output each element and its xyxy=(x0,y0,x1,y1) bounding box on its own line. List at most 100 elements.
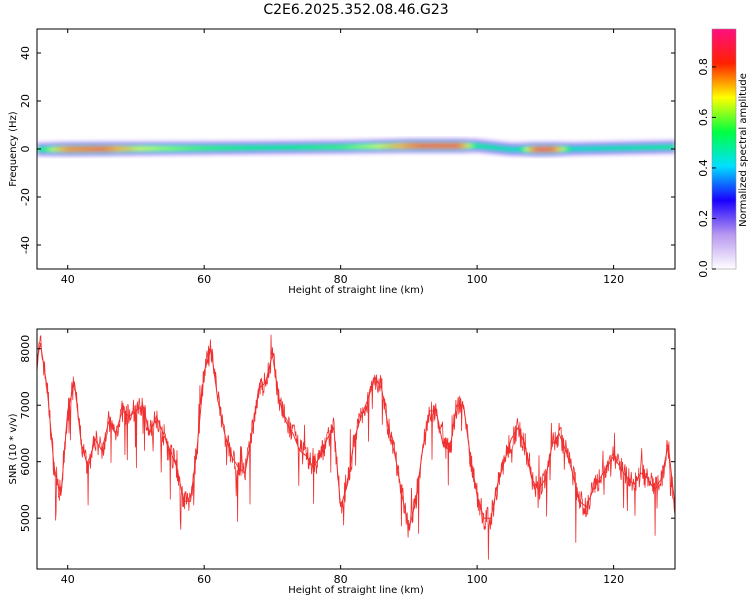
spectral-cell xyxy=(275,150,280,153)
spectral-cell xyxy=(501,149,505,151)
spectral-cell xyxy=(163,150,168,153)
spectral-cell xyxy=(569,149,574,152)
spectral-cell xyxy=(187,147,191,150)
spectral-cell xyxy=(64,153,69,156)
spectral-cell xyxy=(374,145,379,148)
spectral-cell xyxy=(245,146,249,148)
spectral-cell xyxy=(272,149,277,152)
spectral-cell xyxy=(497,150,502,152)
spectral-cell xyxy=(593,146,597,149)
spectral-cell xyxy=(528,151,533,153)
spectral-cell xyxy=(541,151,546,153)
spectral-cell xyxy=(340,139,345,141)
spectral-cell xyxy=(37,144,41,146)
spectral-cell xyxy=(84,154,89,157)
spectral-cell xyxy=(361,145,365,147)
spectral-cell xyxy=(118,149,123,152)
spectral-cell xyxy=(576,142,580,145)
spectral-cell xyxy=(596,150,601,153)
spectral-cell xyxy=(91,142,96,145)
spectral-cell xyxy=(105,150,110,153)
spectral-cell xyxy=(258,147,263,149)
spectral-cell xyxy=(173,152,178,155)
spectral-cell xyxy=(374,148,379,150)
spectral-cell xyxy=(415,145,420,147)
spectral-cell xyxy=(668,140,672,143)
spectral-cell xyxy=(385,146,389,149)
spectral-cell xyxy=(251,152,256,154)
spectral-cell xyxy=(64,148,69,151)
spectral-cell xyxy=(95,143,99,146)
spectral-cell xyxy=(159,143,164,145)
spectral-cell xyxy=(385,151,389,154)
spectral-cell xyxy=(50,141,55,144)
spectral-cell xyxy=(88,141,92,144)
spectral-cell xyxy=(228,142,232,145)
spectral-cell xyxy=(637,149,642,152)
spectral-cell xyxy=(193,149,198,151)
spectral-cell xyxy=(559,143,563,146)
spectral-cell xyxy=(371,150,376,153)
spectral-cell xyxy=(637,142,642,145)
spectrogram-x-axis: 40 60 80 100 120 xyxy=(61,29,624,286)
spectral-cell xyxy=(664,149,669,151)
spectral-cell xyxy=(425,140,430,143)
spectral-cell xyxy=(395,150,400,153)
spectral-cell xyxy=(146,144,150,147)
spectral-cell xyxy=(248,151,253,153)
spectral-cell xyxy=(190,143,195,145)
spectral-cell xyxy=(320,151,324,154)
spectral-cell xyxy=(217,141,222,144)
spectral-cell xyxy=(460,146,464,149)
spectral-cell xyxy=(391,143,396,145)
spectral-cell xyxy=(84,142,89,145)
spectral-cell xyxy=(251,147,256,149)
spectral-cell xyxy=(316,140,321,143)
spectral-cell xyxy=(599,149,604,151)
spectral-cell xyxy=(528,153,533,156)
spectral-cell xyxy=(43,147,48,150)
spectral-cell xyxy=(562,151,567,153)
spectral-cell xyxy=(644,147,649,149)
spectral-cell xyxy=(238,151,243,153)
spectral-cell xyxy=(81,143,86,146)
spectral-cell xyxy=(214,146,219,149)
spectral-cell xyxy=(350,152,355,154)
spectral-cell xyxy=(81,154,86,157)
spectral-cell xyxy=(473,151,478,153)
spectral-cell xyxy=(388,143,393,145)
spectral-cell xyxy=(613,153,618,156)
spectral-cell xyxy=(432,149,437,151)
spectral-cell xyxy=(514,147,519,150)
spectral-cell xyxy=(545,144,550,146)
spectral-cell xyxy=(211,152,215,155)
spectral-cell xyxy=(112,148,116,151)
spectral-cell xyxy=(466,140,471,143)
spectral-cell xyxy=(337,144,342,146)
spectral-cell xyxy=(617,147,621,150)
spectral-cell xyxy=(37,150,41,152)
spectral-cell xyxy=(255,144,260,147)
spectral-cell xyxy=(364,141,369,143)
spectral-cell xyxy=(535,147,539,150)
spectral-cell xyxy=(197,152,202,155)
spectral-cell xyxy=(350,141,355,144)
spectral-cell xyxy=(415,151,420,153)
spectral-cell xyxy=(316,148,321,150)
spectral-cell xyxy=(146,141,150,143)
spectral-cell xyxy=(504,148,509,151)
spectral-cell xyxy=(146,154,150,156)
spectral-cell xyxy=(572,142,577,145)
spectral-cell xyxy=(402,138,406,140)
spectral-cell xyxy=(163,152,168,155)
spectral-cell xyxy=(54,152,58,155)
spectral-cell xyxy=(221,140,226,143)
spectral-cell xyxy=(494,147,498,149)
spectral-cell xyxy=(163,142,168,144)
spectral-cell xyxy=(200,143,205,145)
spectral-cell xyxy=(183,152,188,155)
spectral-cell xyxy=(538,144,543,146)
spectral-cell xyxy=(176,149,181,151)
spectral-cell xyxy=(661,150,666,153)
spectral-cell xyxy=(54,150,58,152)
